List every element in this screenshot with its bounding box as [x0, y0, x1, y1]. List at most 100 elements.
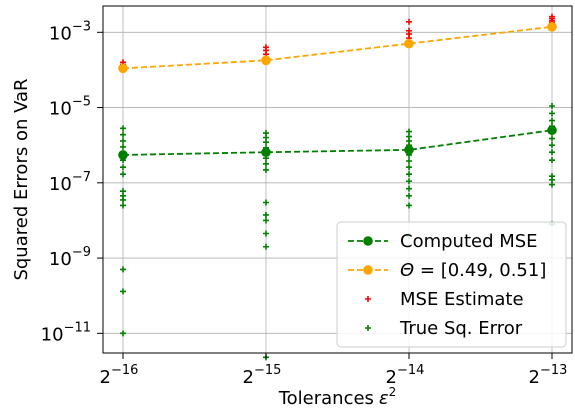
plot-frame — [102, 5, 573, 354]
y-tick-base: 10 — [49, 249, 72, 270]
x-tick-label: 2−14 — [386, 363, 425, 388]
legend-label-text: = [0.49, 0.51] — [414, 260, 546, 281]
y-tick-base: 10 — [49, 99, 72, 120]
data-point — [406, 27, 412, 34]
data-point — [549, 110, 555, 117]
y-axis-title: Squared Errors on VaR — [11, 78, 32, 280]
data-point — [549, 13, 555, 20]
x-tick-base: 2 — [243, 367, 254, 388]
data-point — [120, 330, 126, 337]
x-axis-title-exponent: 2 — [389, 385, 397, 399]
data-point — [120, 125, 126, 132]
data-point — [263, 139, 269, 146]
data-point — [120, 164, 126, 171]
data-point — [404, 38, 414, 49]
data-point — [261, 147, 271, 158]
x-tick-exponent: −15 — [254, 363, 281, 378]
x-tick-label: 2−13 — [529, 363, 568, 388]
data-point — [120, 288, 126, 295]
y-tick-exponent: −3 — [72, 19, 91, 34]
legend-marker — [363, 236, 373, 246]
y-tick-base: 10 — [49, 23, 72, 44]
x-tick-base: 2 — [386, 367, 397, 388]
x-tick-exponent: −13 — [540, 363, 567, 378]
y-tick-label: 10−5 — [49, 95, 91, 120]
data-point — [404, 145, 414, 155]
y-tick-label: 10−11 — [41, 320, 91, 345]
legend-entry: MSE Estimate — [365, 289, 524, 310]
data-point — [120, 266, 126, 273]
data-point — [120, 143, 126, 150]
y-tick-label: 10−3 — [49, 19, 91, 44]
y-tick-base: 10 — [41, 324, 64, 345]
data-point — [406, 192, 412, 199]
data-point — [549, 102, 555, 109]
data-point — [406, 157, 412, 164]
legend-label: Θ = [0.49, 0.51] — [400, 260, 546, 281]
data-point — [547, 22, 557, 32]
legend-marker — [365, 325, 371, 331]
data-point — [549, 157, 555, 164]
legend-label: MSE Estimate — [400, 289, 524, 310]
series-line-group — [118, 22, 557, 74]
data-point — [118, 63, 128, 74]
data-point — [549, 135, 555, 142]
data-point — [263, 217, 269, 224]
y-tick-exponent: −5 — [72, 95, 91, 110]
legend-marker — [363, 265, 373, 275]
data-point — [120, 202, 126, 209]
y-tick-base: 10 — [49, 174, 72, 195]
data-point — [120, 137, 126, 144]
data-point — [263, 230, 269, 237]
data-point — [263, 243, 269, 250]
legend-entry: True Sq. Error — [365, 318, 523, 339]
data-point — [120, 196, 126, 203]
data-point — [261, 55, 271, 66]
data-point — [406, 171, 412, 178]
legend-marker — [365, 296, 371, 302]
y-tick-label: 10−7 — [49, 170, 91, 195]
x-tick-exponent: −16 — [111, 363, 138, 378]
x-tick-label: 2−16 — [100, 363, 139, 388]
y-tick-exponent: −11 — [64, 320, 91, 335]
data-point — [406, 178, 412, 185]
data-point — [547, 125, 557, 136]
x-tick-base: 2 — [529, 367, 540, 388]
legend-label: Computed MSE — [400, 231, 538, 252]
x-axis-title-symbol: ε — [379, 388, 389, 409]
data-point — [263, 166, 269, 173]
y-tick-exponent: −9 — [72, 245, 91, 260]
data-point — [120, 131, 126, 138]
y-tick-label: 10−9 — [49, 245, 91, 270]
data-point — [263, 199, 269, 206]
x-axis-title: Tolerances ε2 — [278, 385, 397, 409]
x-tick-label: 2−15 — [243, 363, 282, 388]
data-point — [549, 142, 555, 149]
legend-entry: Computed MSE — [348, 231, 538, 252]
legend: Computed MSE Θ = [0.49, 0.51] MSE Estimate… — [336, 221, 567, 348]
legend-label-symbol: Θ — [400, 260, 414, 281]
series-line-group — [118, 125, 557, 160]
data-point — [549, 181, 555, 188]
legend-box — [336, 221, 567, 348]
data-point — [549, 117, 555, 124]
y-tick-exponent: −7 — [72, 170, 91, 185]
data-point — [406, 185, 412, 192]
data-point — [118, 150, 128, 160]
legend-entry: Θ = [0.49, 0.51] — [348, 260, 546, 281]
data-point — [263, 211, 269, 218]
data-point — [263, 44, 269, 51]
x-axis-title-text: Tolerances — [278, 388, 374, 409]
series — [118, 13, 557, 361]
data-point — [120, 171, 126, 178]
data-point — [263, 160, 269, 167]
legend-label: True Sq. Error — [399, 318, 523, 339]
data-point — [406, 18, 412, 25]
data-point — [406, 202, 412, 209]
data-point — [549, 149, 555, 156]
data-point — [406, 164, 412, 171]
x-tick-base: 2 — [100, 367, 111, 388]
